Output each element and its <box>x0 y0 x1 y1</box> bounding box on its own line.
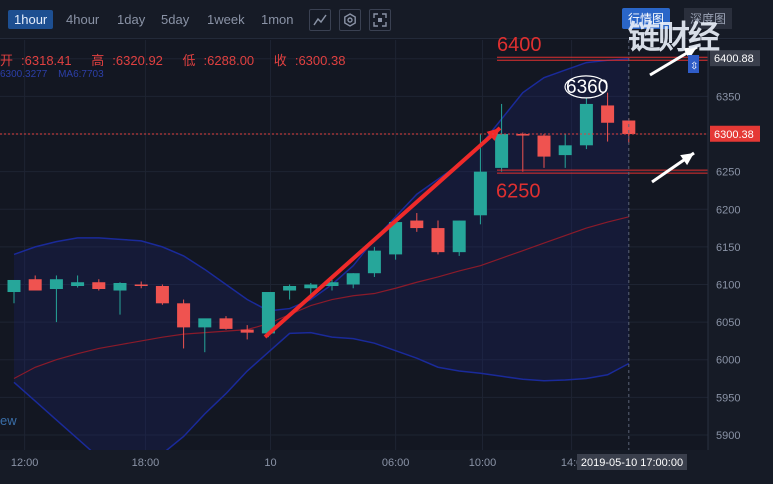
candle-body-19 <box>410 220 424 229</box>
x-tick-label-2: 10 <box>264 457 276 469</box>
close-value: 6300.38 <box>298 53 346 68</box>
marker-icon-box <box>688 55 699 73</box>
annotation-label-6250: 6250 <box>496 181 541 203</box>
marked-price-tag <box>710 50 760 67</box>
last-price-tag <box>710 125 760 142</box>
y-tick-label-10: 5900 <box>716 430 740 442</box>
tab-depth-chart[interactable]: 深度图 <box>684 8 733 29</box>
timeframe-4hour[interactable]: 4hour <box>66 12 100 27</box>
crosshair-time-label: 2019-05-10 17:00:00 <box>581 457 683 469</box>
tab-quote-chart[interactable]: 行情图 <box>622 8 671 29</box>
annotation-ellipse <box>564 75 608 99</box>
candle-body-9 <box>198 318 212 328</box>
candle-body-15 <box>325 282 339 286</box>
indicator-value-1: MA6:7703 <box>58 69 104 80</box>
open-value: 6318.41 <box>24 53 72 68</box>
candle-body-13 <box>283 286 297 291</box>
arrow-to-6400-head <box>683 47 697 59</box>
candle-body-22 <box>473 171 487 216</box>
x-tick-label-0: 12:00 <box>11 457 39 469</box>
y-axis-panel <box>708 40 773 480</box>
crosshair-time-tag <box>577 454 687 470</box>
candle-body-20 <box>431 228 445 253</box>
timeframe-1hour[interactable]: 1hour <box>8 10 54 29</box>
candle-body-16 <box>346 273 360 285</box>
low-label: 低 <box>182 53 196 68</box>
bollinger-band-fill <box>14 58 629 469</box>
indicator-value-0: 6300.3277 <box>0 69 48 80</box>
candle-body-29 <box>622 120 636 135</box>
y-tick-label-7: 6050 <box>716 317 740 329</box>
close-label: 收 <box>273 53 287 68</box>
upper-band-line <box>13 58 629 312</box>
candle-body-12 <box>261 292 275 334</box>
fullscreen-icon[interactable] <box>369 9 391 31</box>
annotation-label-6360: 6360 <box>566 77 608 98</box>
y-tick-label-9: 5950 <box>716 392 740 404</box>
candle-body-1 <box>28 279 42 291</box>
settings-icon[interactable] <box>339 9 361 31</box>
y-tick-label-3: 6250 <box>716 167 740 179</box>
x-tick-label-3: 06:00 <box>382 457 410 469</box>
candle-body-8 <box>177 303 191 328</box>
high-value: 6320.92 <box>115 53 163 68</box>
timeframe-1day[interactable]: 1day <box>117 12 146 27</box>
candle-body-14 <box>304 284 318 289</box>
candle-body-24 <box>516 134 530 136</box>
y-tick-label-5: 6150 <box>716 242 740 254</box>
marked-price-label: 6400.88 <box>714 53 754 65</box>
y-tick-label-4: 6200 <box>716 204 740 216</box>
low-value: 6288.00 <box>207 53 255 68</box>
chart-type-icon[interactable] <box>309 9 331 31</box>
y-tick-label-8: 6000 <box>716 355 740 367</box>
candle-body-18 <box>389 222 403 255</box>
annotation-label-6400: 6400 <box>497 34 542 56</box>
marker-icon: ⇳ <box>690 61 698 72</box>
candle-body-17 <box>367 250 381 274</box>
candle-body-10 <box>219 318 233 329</box>
last-price-label: 6300.38 <box>714 129 754 141</box>
x-tick-label-5: 14:0 <box>561 457 582 469</box>
candle-body-7 <box>155 286 169 304</box>
candle-body-4 <box>92 282 106 290</box>
x-tick-label-4: 10:00 <box>469 457 497 469</box>
indicator-readout: 6300.3277 MA6:7703 <box>0 69 112 80</box>
candle-body-11 <box>240 329 254 333</box>
candle-body-28 <box>601 105 615 123</box>
high-label: 高 <box>91 53 105 68</box>
candle-body-21 <box>452 220 466 253</box>
trend-arrow-shaft <box>263 126 502 339</box>
candle-body-23 <box>495 134 509 168</box>
x-tick-label-1: 18:00 <box>132 457 160 469</box>
open-label: 开 <box>0 53 14 68</box>
brand-logo: 链财经 <box>628 18 720 56</box>
candle-body-6 <box>134 284 148 286</box>
y-tick-label-1: 6350 <box>716 91 740 103</box>
timeframe-1week[interactable]: 1week <box>207 12 245 27</box>
arrow-to-last-head <box>680 153 694 166</box>
timeframe-5day[interactable]: 5day <box>161 12 190 27</box>
candle-body-27 <box>579 103 593 146</box>
candle-body-0 <box>7 279 21 293</box>
ohlc-readout: 开:6318.41 高:6320.92 低:6288.00 收:6300.38 <box>0 53 346 68</box>
candle-body-5 <box>113 282 127 291</box>
candle-body-3 <box>71 282 85 286</box>
candle-body-25 <box>537 135 551 157</box>
moving-average-line <box>13 216 629 380</box>
candle-body-26 <box>558 145 572 156</box>
candle-body-2 <box>49 279 63 290</box>
y-tick-label-6: 6100 <box>716 279 740 291</box>
watermark-text: ew <box>0 413 17 428</box>
timeframe-1mon[interactable]: 1mon <box>261 12 294 27</box>
chart-toolbar: 1hour 4hour 1day 5day 1week 1mon 行情图 深度图 <box>0 0 773 39</box>
